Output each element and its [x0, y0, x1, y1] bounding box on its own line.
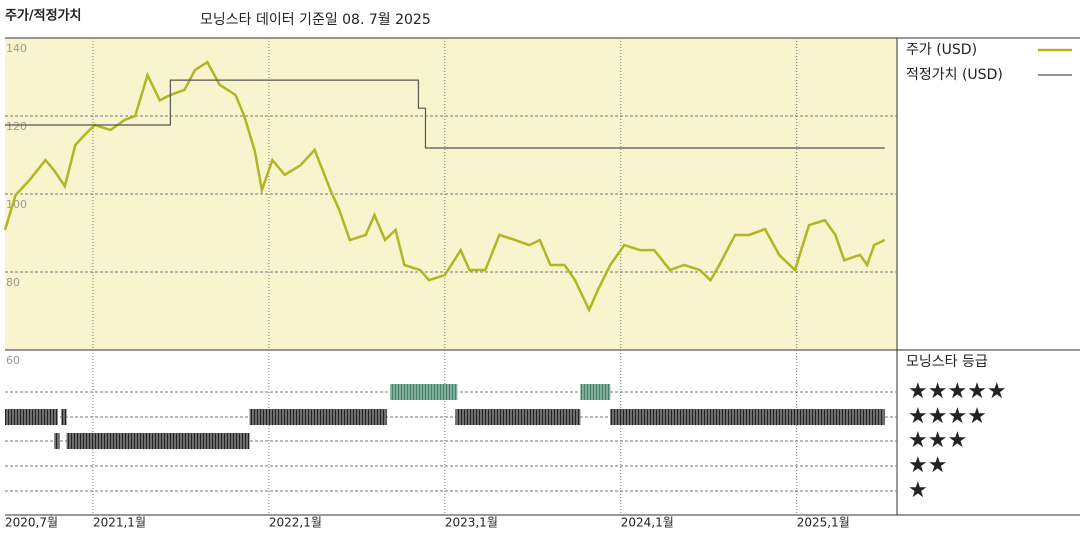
series-line — [3, 60, 886, 313]
x-tick-label: 2024,1월 — [621, 516, 674, 530]
chart-title: 주가/적정가치 — [5, 8, 82, 24]
rating-bar-stripes — [61, 409, 67, 425]
rating-title: 모닝스타 등급 — [906, 354, 988, 370]
rating-label: ★★★★ — [908, 404, 987, 429]
y-tick-label: 120 — [6, 120, 27, 133]
rating-bar-stripes — [66, 433, 250, 449]
rating-label: ★★★★★ — [908, 379, 1007, 404]
legend-label: 적정가치 (USD) — [906, 67, 1003, 83]
x-tick-label: 2025,1월 — [797, 516, 850, 530]
x-tick-label: 2022,1월 — [269, 516, 322, 530]
rating-bar-stripes — [390, 384, 458, 400]
rating-label: ★ — [908, 478, 928, 503]
legend-label: 주가 (USD) — [906, 42, 977, 58]
x-tick-label: 2021,1월 — [93, 516, 146, 530]
rating-label: ★★ — [908, 453, 947, 478]
series-line — [5, 79, 885, 149]
rating-bar-stripes — [249, 409, 387, 425]
rating-bar-stripes — [5, 409, 58, 425]
rating-bar-stripes — [455, 409, 581, 425]
rating-bar-stripes — [54, 433, 60, 449]
rating-label: ★★★ — [908, 428, 967, 453]
chart-subtitle: 모닝스타 데이터 기준일 08. 7월 2025 — [200, 12, 431, 28]
rating-bar-stripes — [610, 409, 885, 425]
x-tick-label: 2020,7월 — [5, 516, 58, 530]
y-tick-label: 80 — [6, 276, 20, 289]
y-tick-label: 140 — [6, 42, 27, 55]
rating-bar-stripes — [580, 384, 611, 400]
y-tick-label: 60 — [6, 354, 20, 367]
y-tick-label: 100 — [6, 198, 27, 211]
x-tick-label: 2023,1월 — [445, 516, 498, 530]
